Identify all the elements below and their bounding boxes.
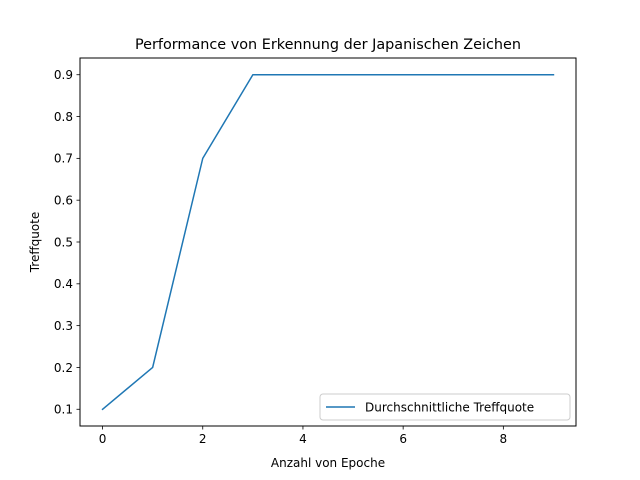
y-tick-label: 0.5: [54, 235, 73, 249]
plot-frame: [79, 57, 577, 427]
x-axis-label: Anzahl von Epoche: [271, 456, 385, 470]
y-axis-ticks: 0.1 0.2 0.3 0.4 0.5 0.6 0.7 0.8 0.9: [54, 68, 80, 417]
y-tick-label: 0.6: [54, 193, 73, 207]
x-tick-label: 6: [399, 432, 407, 446]
series-line: [101, 73, 555, 411]
y-tick-label: 0.1: [54, 403, 73, 417]
x-tick-label: 4: [299, 432, 307, 446]
y-tick-label: 0.2: [54, 361, 73, 375]
x-axis-ticks: 0 2 4 6 8: [99, 426, 507, 446]
y-tick-label: 0.9: [54, 68, 73, 82]
legend-label: Durchschnittliche Treffquote: [365, 401, 534, 415]
x-tick-label: 0: [99, 432, 107, 446]
series-layer: [101, 73, 555, 411]
y-tick-label: 0.8: [54, 110, 73, 124]
y-tick-label: 0.4: [54, 277, 73, 291]
y-axis-label: Treffquote: [28, 212, 42, 274]
x-tick-label: 8: [500, 432, 508, 446]
y-tick-label: 0.3: [54, 319, 73, 333]
x-tick-label: 2: [199, 432, 207, 446]
y-tick-label: 0.7: [54, 152, 73, 166]
chart-title: Performance von Erkennung der Japanische…: [135, 37, 521, 53]
legend-box: [319, 393, 571, 421]
legend: Durchschnittliche Treffquote: [319, 393, 571, 421]
